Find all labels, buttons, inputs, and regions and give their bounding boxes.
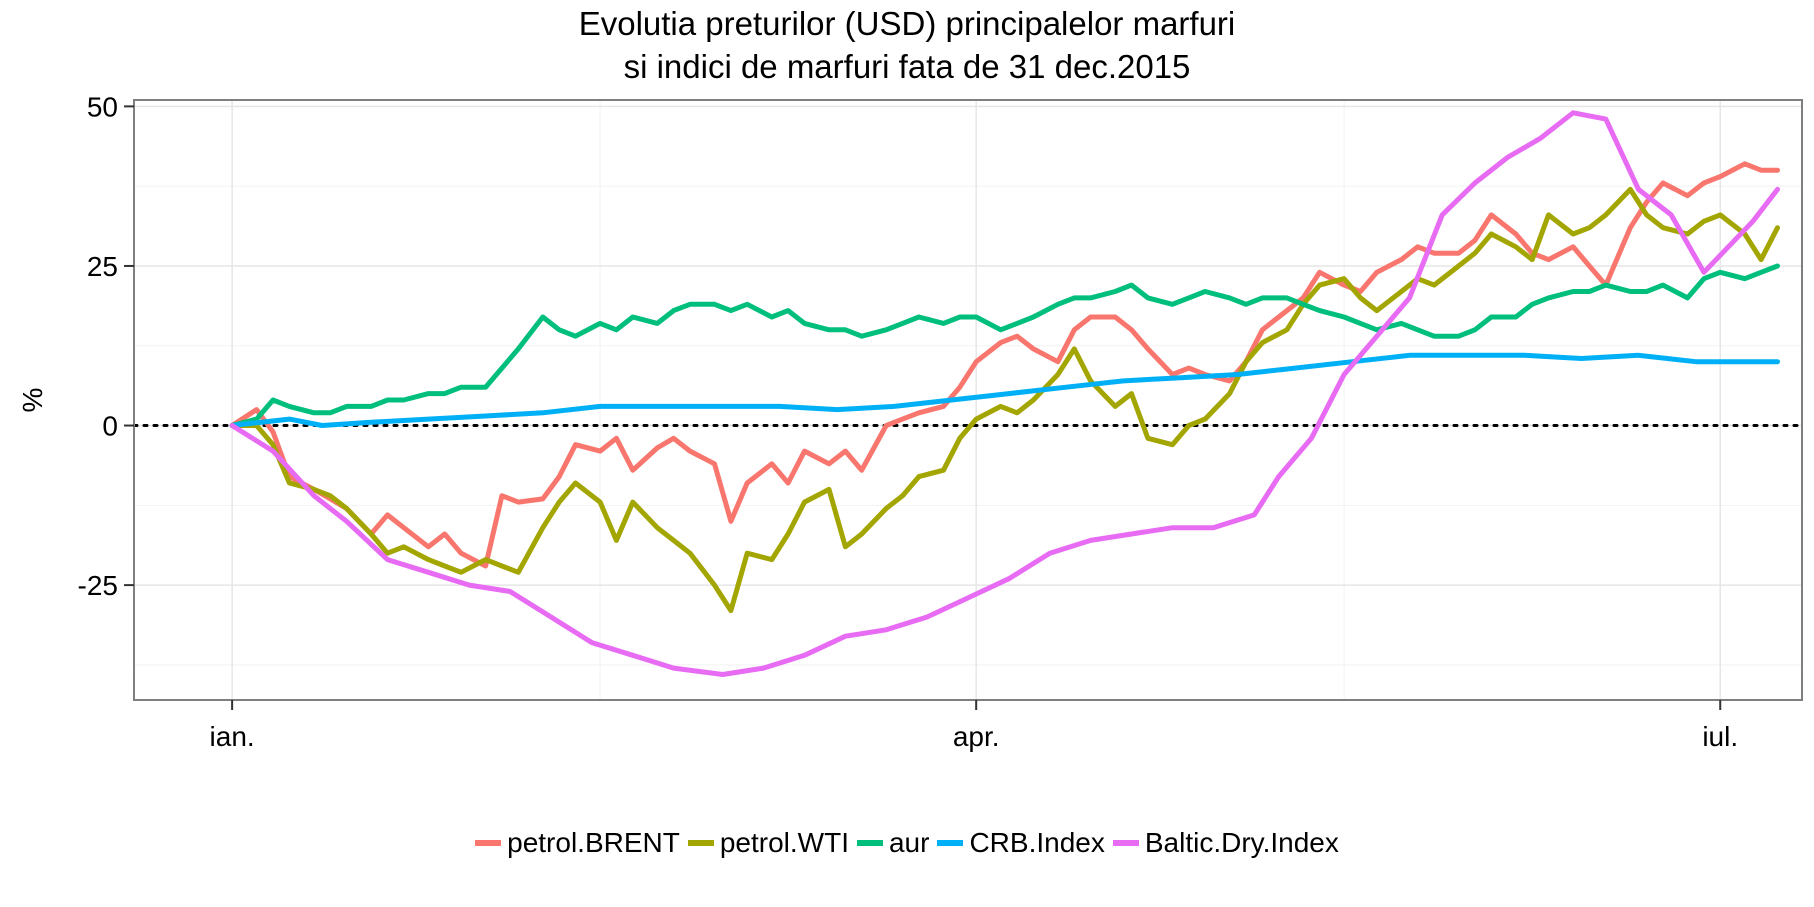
chart-title: Evolutia preturilor (USD) principalelor … — [578, 5, 1236, 42]
series-line-aur — [229, 263, 1780, 428]
series-line-baltic-dry-index — [229, 110, 1780, 677]
series-lines — [229, 110, 1780, 677]
legend-label: petrol.WTI — [719, 827, 849, 858]
legend-swatch — [937, 840, 964, 846]
y-axis-title: % — [17, 388, 48, 413]
legend-swatch — [1112, 840, 1139, 846]
legend-swatch — [475, 840, 502, 846]
legend-item: petrol.WTI — [687, 826, 849, 860]
y-tick-label: -25 — [78, 570, 118, 601]
y-tick-label: 0 — [102, 411, 118, 442]
legend-item: CRB.Index — [937, 826, 1105, 860]
legend-label: aur — [888, 827, 930, 858]
x-tick-label: ian. — [210, 721, 255, 752]
legend-label: petrol.BRENT — [507, 827, 680, 858]
x-tick-label: iul. — [1702, 721, 1738, 752]
series-line-petrol-brent — [229, 161, 1780, 569]
legend-item: Baltic.Dry.Index — [1112, 826, 1339, 860]
legend: petrol.BRENT petrol.WTI aur CRB.Index Baltic… — [0, 826, 1814, 860]
legend-item: petrol.BRENT — [475, 826, 680, 860]
legend-swatch — [856, 840, 883, 846]
y-tick-label: 25 — [87, 251, 118, 282]
series-line-crb-index — [229, 352, 1780, 428]
plot-panel-border — [133, 99, 1803, 701]
legend-item: aur — [856, 826, 930, 860]
series-line-petrol-wti — [229, 186, 1780, 614]
y-tick-label: 50 — [87, 91, 118, 122]
x-tick-label: apr. — [953, 721, 1000, 752]
legend-label: Baltic.Dry.Index — [1144, 827, 1339, 858]
legend-label: CRB.Index — [969, 827, 1105, 858]
chart-subtitle: si indici de marfuri fata de 31 dec.2015 — [623, 48, 1191, 85]
axes: -25 0 25 50 ian. apr. iul. — [78, 91, 1739, 752]
legend-swatch — [687, 840, 714, 846]
